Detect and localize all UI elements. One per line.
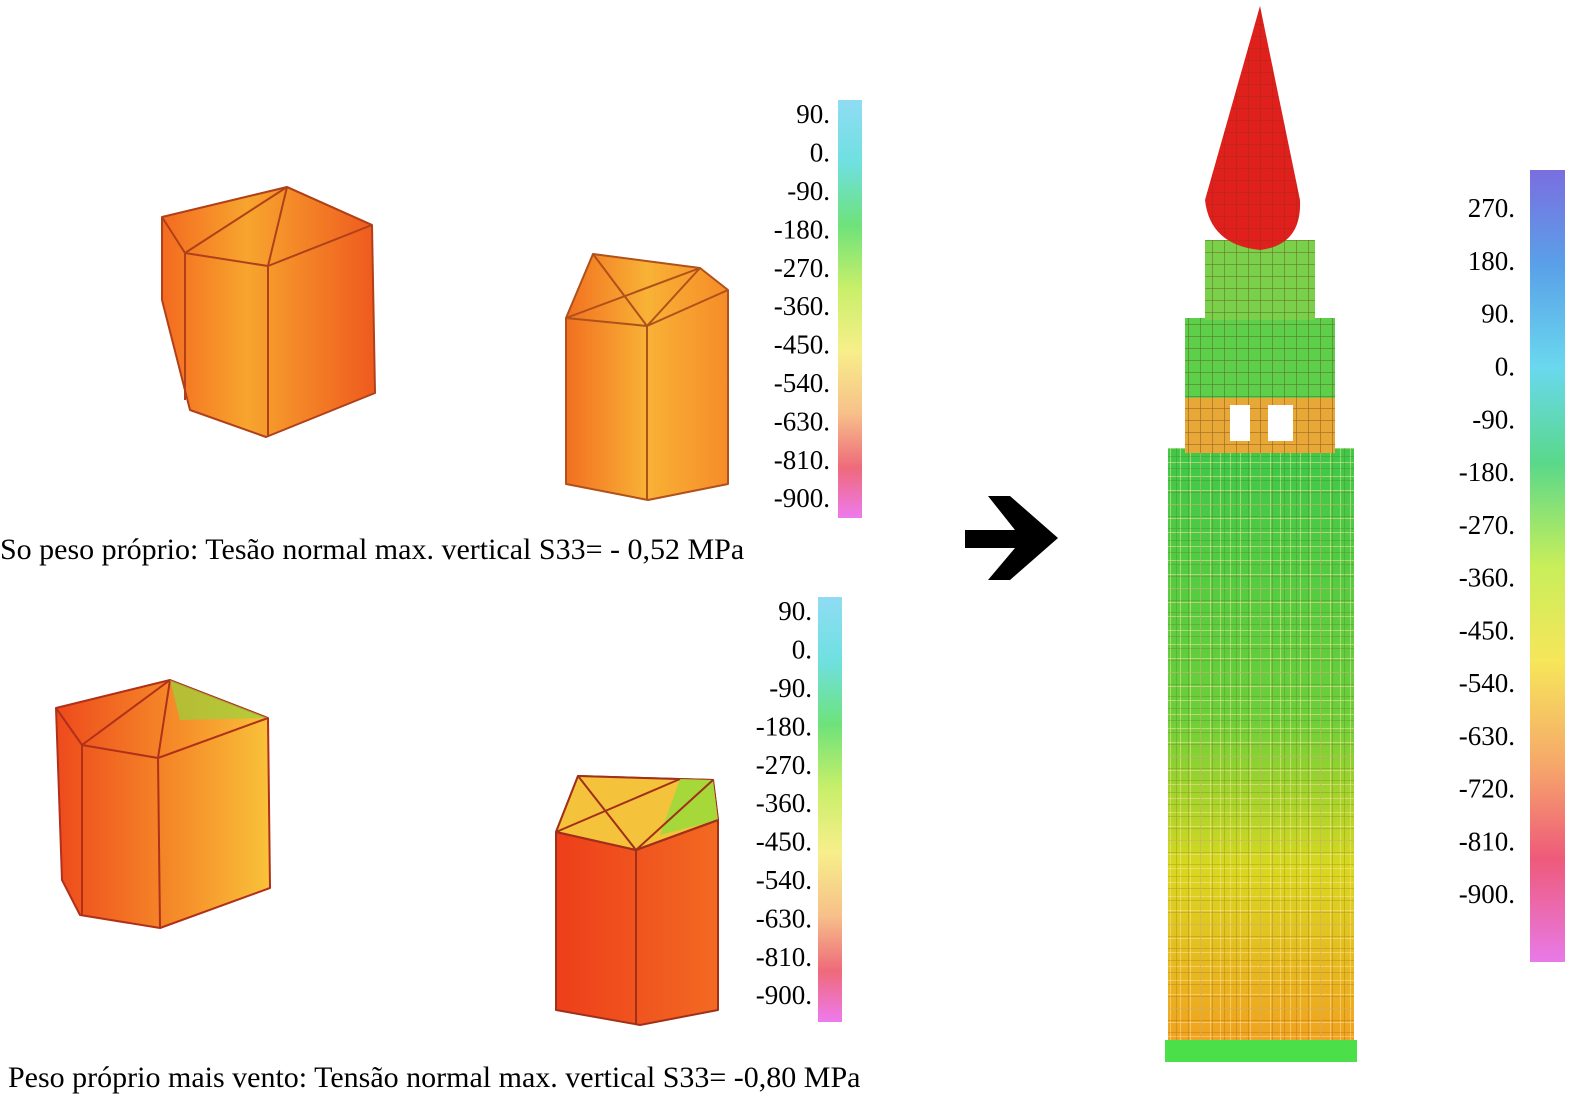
- legend-label: -270.: [756, 750, 812, 780]
- legend-label: -810.: [756, 942, 812, 972]
- legend-label: -630.: [774, 406, 830, 436]
- legend-label: -270.: [774, 253, 830, 283]
- legend-label: 90.: [1481, 299, 1515, 329]
- legend-label: 90.: [796, 99, 830, 129]
- legend-label: -360.: [756, 788, 812, 818]
- legend-label: -90.: [787, 176, 830, 206]
- legend-label: 270.: [1468, 193, 1515, 223]
- legend-label: 90.: [778, 596, 812, 626]
- colorbar: [1530, 170, 1565, 962]
- legend-label: -630.: [756, 903, 812, 933]
- model-top-left: [161, 186, 376, 438]
- legend-label: -90.: [1472, 404, 1515, 434]
- legend-label: -450.: [774, 330, 830, 360]
- legend-label: -720.: [1459, 774, 1515, 804]
- legend-label: -900.: [1459, 879, 1515, 909]
- legend-label: -450.: [1459, 615, 1515, 645]
- legend-label: -540.: [756, 865, 812, 895]
- model-top-right: [565, 253, 729, 501]
- tower-model: [1165, 6, 1357, 1062]
- legend-label: -810.: [1459, 826, 1515, 856]
- legend-label: -360.: [774, 291, 830, 321]
- legend-label: -90.: [769, 673, 812, 703]
- legend-label: -360.: [1459, 563, 1515, 593]
- legend-label: -180.: [1459, 457, 1515, 487]
- legend-label: 0.: [810, 138, 830, 168]
- legend-label: -630.: [1459, 721, 1515, 751]
- legend-label: -540.: [774, 368, 830, 398]
- legend-label: -900.: [774, 483, 830, 513]
- caption: Peso próprio mais vento: Tensão normal m…: [8, 1061, 860, 1094]
- model-bottom-right: [555, 775, 719, 1026]
- legend-label: -810.: [774, 445, 830, 475]
- legend-label: -450.: [756, 827, 812, 857]
- legend-label: -180.: [774, 214, 830, 244]
- caption: So peso próprio: Tesão normal max. verti…: [0, 533, 744, 566]
- arrow: [965, 496, 1058, 580]
- model-bottom-left: [55, 679, 271, 929]
- legend-label: -270.: [1459, 510, 1515, 540]
- legend-label: -900.: [756, 980, 812, 1010]
- legend-label: 0.: [792, 635, 812, 665]
- colorbar: [818, 597, 842, 1022]
- legend-label: 180.: [1468, 246, 1515, 276]
- legend-label: -180.: [756, 711, 812, 741]
- colorbar: [838, 100, 862, 518]
- legend-label: -540.: [1459, 668, 1515, 698]
- legend-label: 0.: [1495, 352, 1515, 382]
